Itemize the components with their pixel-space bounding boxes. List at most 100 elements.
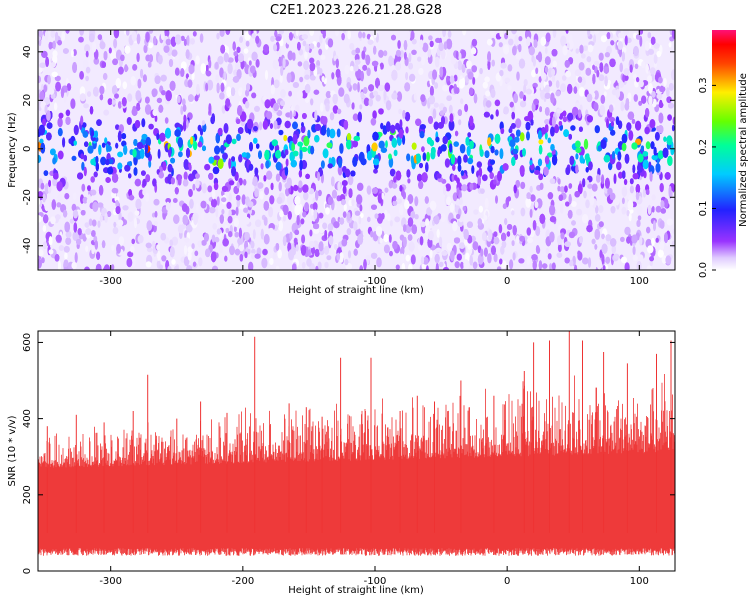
- heatmap-cell: [101, 61, 107, 68]
- heatmap-cell: [346, 133, 352, 142]
- heatmap-cell: [103, 267, 108, 270]
- heatmap-cell: [397, 40, 401, 49]
- heatmap-cell: [154, 211, 158, 218]
- heatmap-cell: [518, 258, 525, 264]
- heatmap-cell: [304, 202, 309, 212]
- heatmap-cell: [493, 236, 500, 245]
- heatmap-cell: [210, 251, 217, 263]
- heatmap-cell: [429, 139, 434, 147]
- heatmap-cell: [235, 118, 241, 125]
- heatmap-cell: [93, 86, 99, 97]
- heatmap-cell: [152, 224, 157, 233]
- heatmap-cell: [208, 173, 214, 180]
- heatmap-cell: [111, 85, 118, 95]
- heatmap-cell: [325, 90, 332, 99]
- heatmap-cell: [48, 179, 51, 188]
- heatmap-cell: [347, 175, 354, 186]
- heatmap-cell: [183, 39, 187, 46]
- heatmap-cell: [420, 94, 426, 102]
- heatmap-cell: [101, 142, 106, 148]
- heatmap-cell: [160, 74, 167, 82]
- heatmap-cell: [64, 251, 68, 261]
- heatmap-cell: [463, 154, 468, 163]
- heatmap-cell: [470, 30, 474, 36]
- heatmap-cell: [598, 52, 604, 61]
- heatmap-cell: [188, 164, 192, 172]
- heatmap-cell: [670, 69, 675, 81]
- heatmap-cell: [50, 148, 56, 156]
- heatmap-cell: [663, 136, 667, 142]
- heatmap-cell: [513, 184, 517, 194]
- heatmap-cell: [374, 213, 379, 219]
- heatmap-cell: [205, 82, 209, 92]
- heatmap-cell: [58, 261, 61, 270]
- heatmap-cell: [208, 103, 212, 114]
- heatmap-cell: [124, 64, 128, 73]
- heatmap-cell: [613, 173, 617, 185]
- heatmap-cell: [526, 255, 531, 266]
- heatmap-cell: [320, 125, 327, 136]
- heatmap-cell: [419, 124, 426, 130]
- heatmap-cell: [578, 62, 585, 71]
- heatmap-cell: [418, 244, 422, 251]
- heatmap-cell: [404, 111, 411, 122]
- heatmap-cell: [284, 166, 289, 176]
- heatmap-cell: [221, 185, 229, 192]
- heatmap-cell: [263, 233, 270, 245]
- heatmap-cell: [557, 185, 561, 192]
- heatmap-cell: [605, 234, 612, 242]
- heatmap-cell: [45, 56, 49, 67]
- heatmap-cell: [183, 256, 190, 267]
- heatmap-cell: [568, 133, 572, 140]
- heatmap-cell: [164, 117, 169, 124]
- heatmap-cell: [47, 75, 51, 85]
- heatmap-cell: [144, 104, 152, 115]
- heatmap-cell: [180, 35, 185, 42]
- heatmap-cell: [512, 225, 517, 236]
- heatmap-cell: [188, 64, 195, 75]
- heatmap-cell: [379, 237, 383, 244]
- heatmap-cell: [499, 70, 504, 77]
- heatmap-cell: [208, 156, 215, 164]
- heatmap-cell: [671, 30, 675, 39]
- heatmap-cell: [273, 120, 278, 130]
- heatmap-cell: [349, 42, 355, 50]
- heatmap-cell: [407, 217, 414, 227]
- heatmap-cell: [389, 220, 393, 227]
- heatmap-cell: [276, 110, 283, 117]
- heatmap-cell: [171, 236, 178, 246]
- heatmap-cell: [366, 67, 371, 77]
- heatmap-cell: [277, 249, 282, 259]
- heatmap-cell: [208, 59, 212, 69]
- heatmap-cell: [337, 181, 341, 192]
- heatmap-cell: [473, 93, 478, 104]
- heatmap-cell: [43, 170, 49, 176]
- heatmap-cell: [239, 253, 244, 262]
- heatmap-cell: [501, 260, 507, 269]
- heatmap-cell: [244, 251, 248, 259]
- heatmap-cell: [438, 42, 444, 52]
- heatmap-cell: [471, 65, 478, 73]
- heatmap-cell: [90, 158, 96, 166]
- heatmap-cell: [50, 216, 56, 225]
- heatmap-cell: [383, 244, 390, 254]
- heatmap-cell: [141, 133, 148, 140]
- heatmap-cell: [221, 197, 227, 203]
- heatmap-cell: [98, 185, 104, 196]
- heatmap-cell: [55, 234, 62, 242]
- heatmap-cell: [464, 103, 469, 113]
- heatmap-cell: [601, 243, 608, 254]
- heatmap-cell: [39, 91, 45, 102]
- heatmap-cell: [223, 52, 229, 63]
- heatmap-cell: [132, 148, 137, 158]
- heatmap-cell: [342, 166, 347, 173]
- heatmap-cell: [248, 261, 254, 270]
- heatmap-cell: [99, 94, 104, 101]
- heatmap-cell: [256, 143, 260, 149]
- heatmap-cell: [621, 197, 625, 205]
- heatmap-cell: [392, 200, 398, 206]
- heatmap-cell: [641, 95, 647, 104]
- heatmap-cell: [46, 122, 53, 129]
- heatmap-cell: [114, 93, 119, 99]
- heatmap-cell: [42, 193, 46, 203]
